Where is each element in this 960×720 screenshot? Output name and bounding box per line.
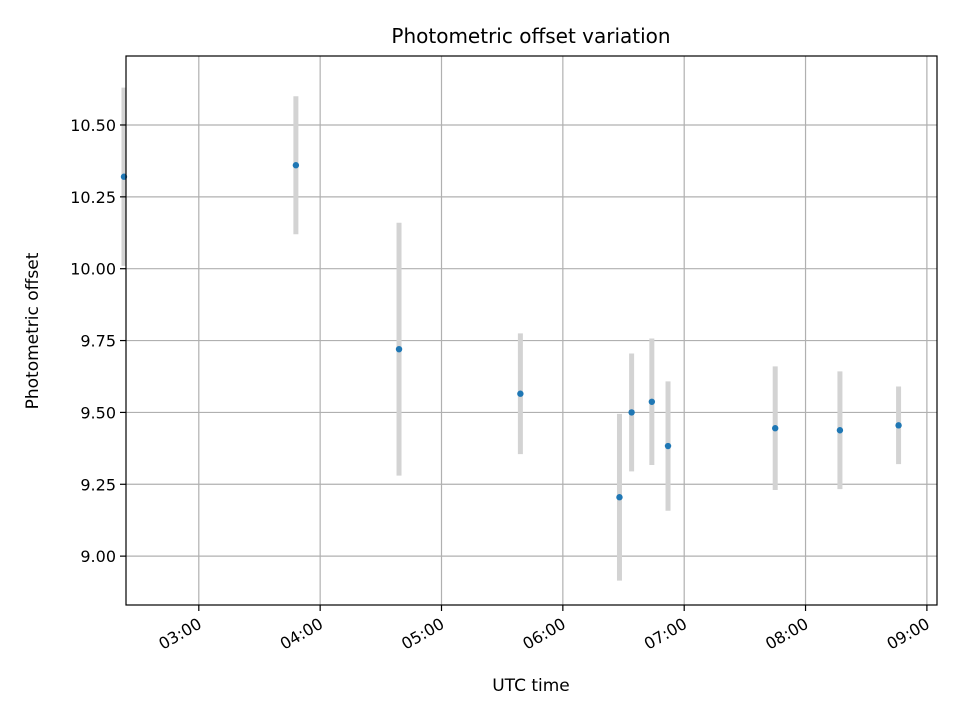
data-point: [772, 425, 779, 432]
data-point: [836, 427, 844, 434]
y-tick-label: 10.50: [70, 116, 116, 135]
data-point: [616, 494, 623, 501]
data-point: [517, 390, 524, 397]
chart-title: Photometric offset variation: [391, 24, 670, 48]
x-axis-title: UTC time: [492, 676, 570, 696]
y-tick-label: 9.00: [80, 547, 116, 566]
data-point: [292, 162, 300, 169]
data-point: [395, 345, 403, 353]
y-tick-label: 9.25: [80, 475, 116, 494]
y-tick-label: 9.75: [80, 332, 116, 351]
plot-frame: [125, 55, 938, 606]
data-points: [120, 162, 902, 501]
grid: [126, 56, 937, 605]
data-point: [664, 442, 672, 450]
y-tick-label: 10.25: [70, 188, 116, 207]
y-axis: 9.00 9.25 9.50 9.75 10.00 10.25 10.50: [70, 116, 126, 566]
data-point: [648, 398, 656, 405]
y-tick-label: 9.50: [80, 403, 116, 422]
y-tick-label: 10.00: [70, 260, 116, 279]
data-point: [628, 409, 635, 416]
y-axis-title: Photometric offset: [23, 252, 43, 409]
data-point: [895, 422, 902, 429]
